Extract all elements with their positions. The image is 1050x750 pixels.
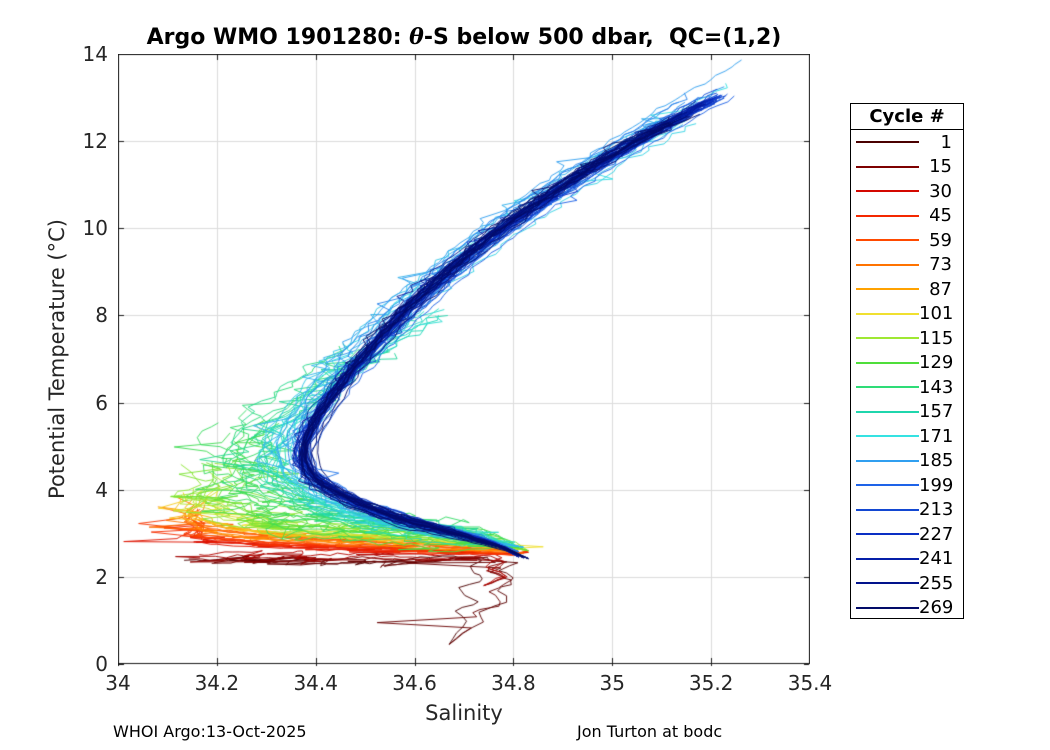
y-tick-label: 14 [82, 42, 108, 66]
legend-entry-label: 213 [919, 499, 954, 521]
legend-swatch-line [856, 165, 919, 168]
legend-entry: 241 [851, 547, 963, 572]
legend-swatch-line [856, 386, 919, 389]
x-tick-label: 35 [599, 671, 626, 695]
y-tick-label: 6 [95, 390, 108, 415]
legend-swatch-line [856, 312, 919, 315]
legend-swatch-line [856, 288, 919, 291]
legend-swatch-line [856, 533, 919, 536]
legend-entry-label: 45 [929, 205, 952, 227]
y-tick-label: 12 [82, 129, 108, 154]
legend-entry: 59 [851, 228, 963, 253]
legend-swatch-line [856, 337, 919, 340]
legend-entry-label: 241 [919, 548, 954, 570]
legend-entry: 227 [851, 522, 963, 547]
legend-swatch-line [856, 239, 919, 242]
legend-entry-label: 15 [929, 156, 952, 178]
legend-entry: 115 [851, 326, 963, 351]
y-axis-tick-labels: 0 2 4 6 8 10 12 14 [0, 42, 108, 676]
legend-entry: 30 [851, 179, 963, 204]
legend-entry-label: 227 [919, 523, 954, 545]
legend-swatch-line [856, 263, 919, 266]
y-axis-label: Potential Temperature (°C) [45, 219, 69, 499]
legend-entry-label: 30 [929, 180, 952, 202]
legend-entry-label: 129 [919, 352, 954, 374]
legend-swatch-line [856, 361, 919, 364]
legend-entry-label: 59 [929, 229, 952, 251]
x-axis-label: Salinity [425, 701, 503, 725]
legend-swatch-line [856, 141, 919, 144]
chart-title-suffix: -S below 500 dbar, QC=(1,2) [423, 25, 782, 50]
legend-entry: 171 [851, 424, 963, 449]
chart-title: Argo WMO 1901280: θ-S below 500 dbar, QC… [147, 24, 782, 50]
y-tick-label: 10 [82, 216, 108, 241]
legend-entry-label: 115 [919, 327, 954, 349]
legend-swatch-line [856, 508, 919, 511]
legend-swatch-line [856, 557, 919, 560]
x-tick-label: 34.8 [491, 671, 536, 695]
legend-swatch-line [856, 459, 919, 462]
legend-swatch-line [856, 410, 919, 413]
legend-entries: 1 15 30 45 59 73 87 101 115 129 143 157 171 185 199 213… [851, 130, 963, 620]
legend-entry-label: 199 [919, 474, 954, 496]
legend-entry: 213 [851, 498, 963, 523]
legend-entry-label: 101 [919, 303, 954, 325]
legend-entry: 1 [851, 130, 963, 155]
legend-entry-label: 73 [929, 254, 952, 276]
legend-entry: 73 [851, 253, 963, 278]
y-tick-label: 8 [95, 303, 108, 328]
x-tick-label: 34.2 [194, 671, 240, 695]
legend-entry-label: 269 [919, 597, 954, 619]
x-tick-label: 34 [105, 671, 131, 695]
legend-entry-label: 157 [919, 401, 954, 423]
x-tick-label: 35.4 [787, 671, 833, 695]
legend-entry: 199 [851, 473, 963, 498]
legend-entry: 185 [851, 449, 963, 474]
footer-credit-right: Jon Turton at bodc [577, 722, 723, 741]
legend-entry-label: 143 [919, 376, 954, 398]
x-tick-label: 35.2 [688, 671, 734, 695]
legend-entry-label: 255 [919, 572, 954, 594]
legend-title: Cycle # [851, 104, 963, 130]
legend-entry: 15 [851, 155, 963, 180]
legend-swatch-line [856, 582, 919, 585]
y-tick-label: 2 [95, 564, 108, 589]
legend-entry: 87 [851, 277, 963, 302]
legend-entry-label: 1 [940, 131, 952, 153]
legend-entry-label: 87 [929, 278, 952, 300]
legend-entry: 45 [851, 204, 963, 229]
legend-swatch-line [856, 435, 919, 438]
legend-entry-label: 171 [919, 425, 954, 447]
legend-entry: 157 [851, 400, 963, 425]
chart-title-prefix: Argo WMO 1901280: [146, 25, 410, 50]
legend-box: Cycle # 1 15 30 45 59 73 87 101 115 129 143 157 171 1… [850, 103, 964, 619]
legend-entry-label: 185 [919, 450, 954, 472]
legend-entry: 101 [851, 302, 963, 327]
legend-entry: 269 [851, 596, 963, 621]
legend-swatch-line [856, 190, 919, 193]
theta-symbol: θ [409, 24, 424, 50]
footer-credit-left: WHOI Argo:13-Oct-2025 [113, 722, 307, 741]
legend-swatch-line [856, 606, 919, 609]
y-tick-label: 4 [95, 477, 108, 502]
y-tick-label: 0 [95, 652, 108, 676]
legend-swatch-line [856, 484, 919, 487]
legend-entry: 143 [851, 375, 963, 400]
x-axis-tick-labels: 34 34.2 34.4 34.6 34.8 35 35.2 35.4 [105, 671, 832, 697]
ts-plot-canvas [118, 54, 810, 670]
legend-entry: 129 [851, 351, 963, 376]
legend-swatch-line [856, 214, 919, 217]
legend-entry: 255 [851, 571, 963, 596]
x-tick-label: 34.4 [293, 671, 338, 695]
x-tick-label: 34.6 [392, 671, 437, 695]
